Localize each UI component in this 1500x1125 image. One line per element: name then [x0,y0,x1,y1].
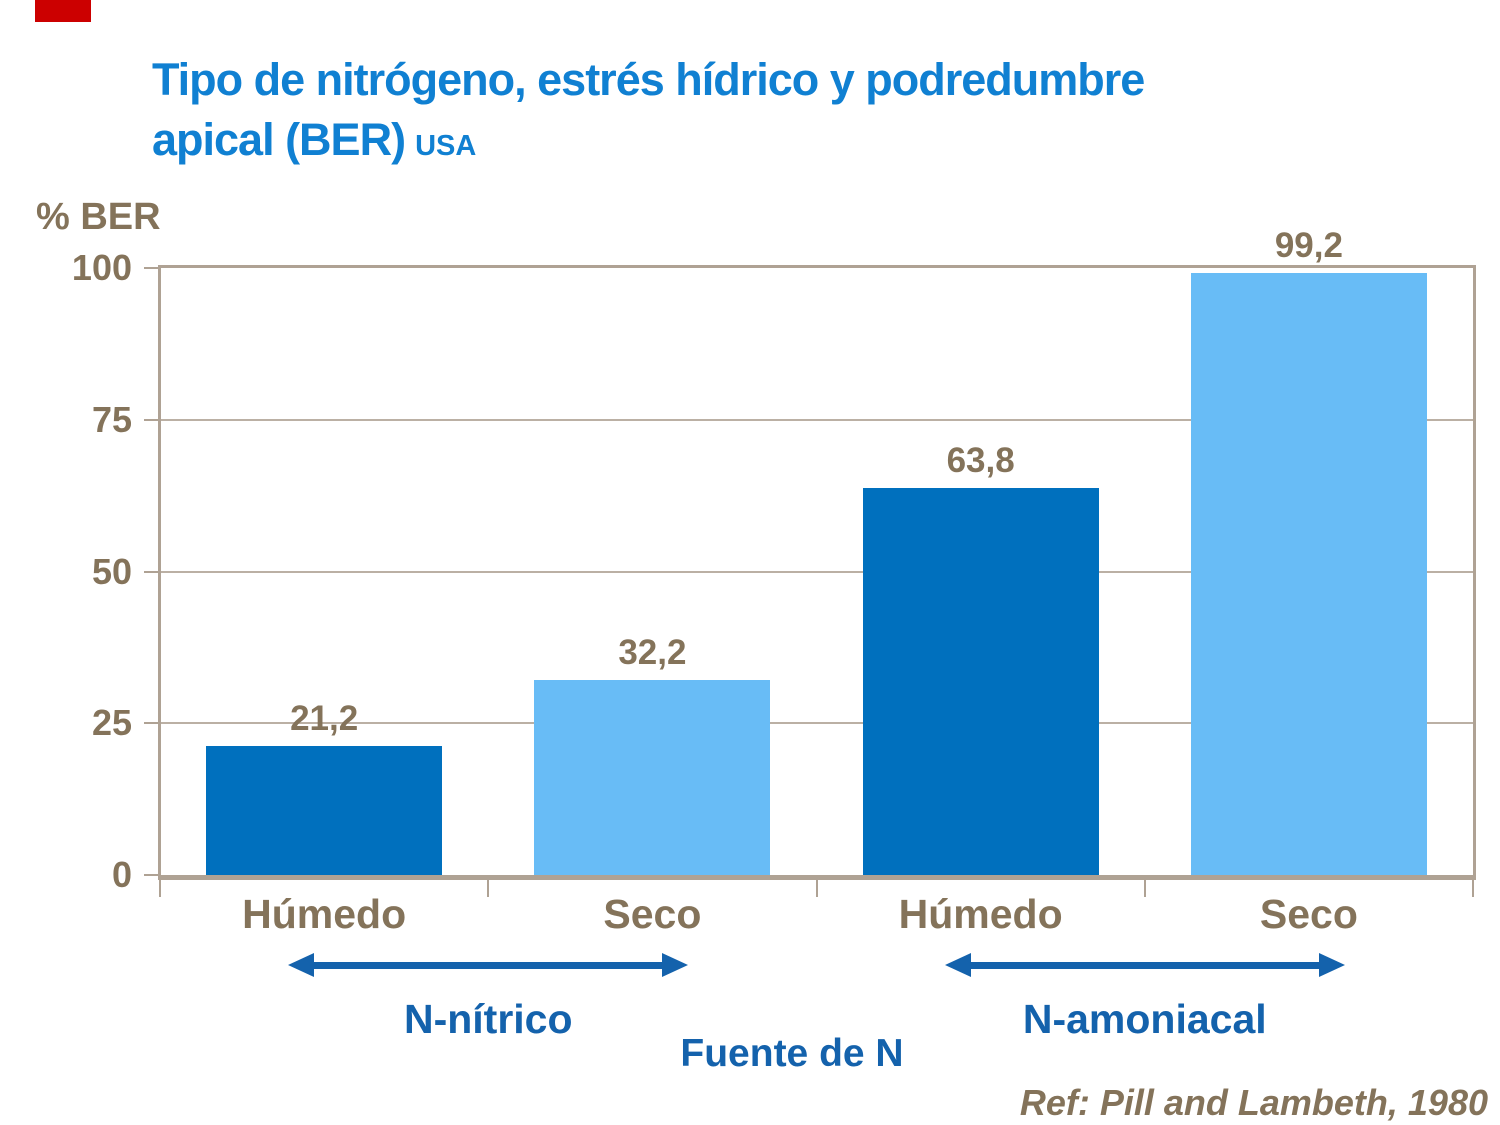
y-tick-label-100: 100 [71,247,132,288]
x-tick-mark-4 [1472,877,1474,897]
chart-title: Tipo de nitrógeno, estrés hídrico y podr… [152,50,1462,170]
group-label-0: N-nítrico [403,996,573,1042]
y-tick-label-25: 25 [91,702,132,744]
group-arrow-1 [944,952,1345,978]
gridline-75 [160,418,1473,421]
category-label-0: Húmedo [242,891,407,937]
gridline-25 [160,722,1473,725]
y-tick-mark-50 [144,570,160,573]
value-label-3: 99,2 [1274,225,1343,265]
bar-seco-1 [534,679,771,875]
title-line-2: apical (BER) [152,113,406,165]
x-tick-mark-0 [159,877,161,897]
x-tick-mark-3 [1143,877,1146,897]
y-tick-mark-0 [144,874,160,876]
y-tick-mark-25 [144,722,160,725]
bar-húmedo-0 [206,746,443,875]
category-label-1: Seco [603,891,702,937]
y-tick-label-50: 50 [91,550,132,592]
group-arrow-line-1 [964,962,1325,969]
bar-seco-3 [1190,272,1427,875]
x-axis-title: Fuente de N [680,1032,904,1075]
group-arrow-line-0 [308,962,669,969]
y-axis-title: % BER [36,196,161,238]
bar-húmedo-2 [862,487,1099,875]
x-tick-mark-1 [487,877,490,897]
y-tick-label-75: 75 [91,398,132,440]
x-tick-mark-2 [815,877,818,897]
category-label-3: Seco [1259,891,1358,937]
value-label-1: 32,2 [618,632,687,672]
value-label-0: 21,2 [290,699,359,739]
group-arrow-0 [288,952,689,978]
category-label-2: Húmedo [898,891,1063,937]
title-line-1: Tipo de nitrógeno, estrés hídrico y podr… [152,54,1145,105]
title-suffix: USA [415,129,477,162]
y-tick-mark-75 [144,418,160,421]
red-flag-decoration [35,0,91,22]
y-tick-mark-100 [144,267,160,269]
y-tick-label-0: 0 [111,854,132,895]
group-label-1: N-amoniacal [1022,996,1267,1042]
value-label-2: 63,8 [946,440,1015,480]
gridline-50 [160,570,1473,573]
reference-citation: Ref: Pill and Lambeth, 1980 [1019,1082,1488,1123]
